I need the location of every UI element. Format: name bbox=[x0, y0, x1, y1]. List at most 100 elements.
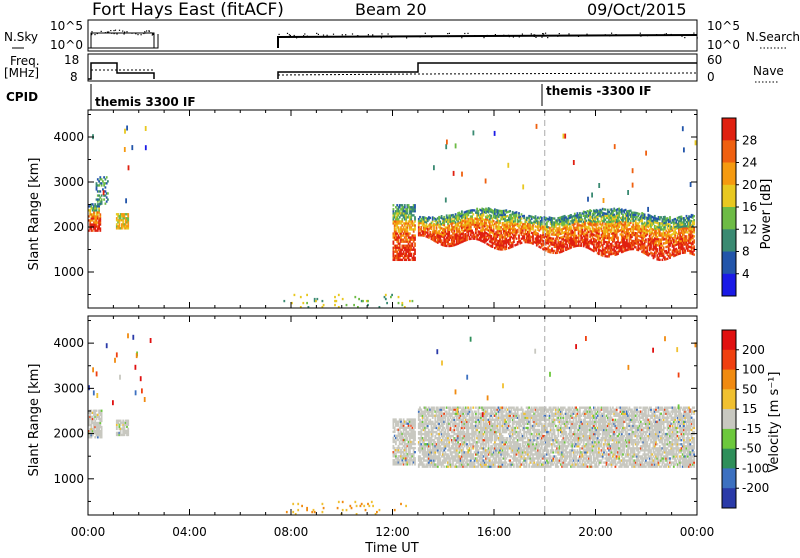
data-cell bbox=[434, 417, 436, 419]
nsky-point bbox=[115, 30, 116, 31]
data-cell bbox=[403, 226, 405, 228]
nsky-point bbox=[531, 33, 532, 34]
data-cell bbox=[401, 302, 403, 304]
nsky-point bbox=[666, 33, 667, 34]
data-cell bbox=[590, 210, 592, 212]
data-cell bbox=[124, 426, 126, 428]
data-cell bbox=[472, 232, 474, 234]
data-cell bbox=[447, 453, 449, 455]
nsky-point bbox=[578, 36, 579, 37]
data-cell bbox=[443, 449, 445, 451]
data-cell bbox=[664, 226, 666, 228]
data-cell bbox=[399, 210, 401, 212]
data-cell bbox=[358, 298, 360, 300]
nsky-point bbox=[323, 35, 324, 36]
data-cell bbox=[521, 217, 523, 219]
data-cell bbox=[120, 420, 122, 422]
nsky-point bbox=[640, 36, 641, 37]
nsky-point bbox=[545, 33, 546, 34]
data-cell bbox=[96, 209, 98, 211]
data-cell bbox=[492, 246, 494, 248]
y-tick-label: 1000 bbox=[53, 265, 84, 279]
data-cell bbox=[587, 234, 589, 236]
data-cell bbox=[587, 238, 589, 240]
data-cell bbox=[525, 223, 527, 225]
data-cell bbox=[410, 253, 412, 255]
data-cell bbox=[644, 244, 646, 246]
data-cell bbox=[578, 232, 580, 234]
data-cell bbox=[434, 451, 436, 453]
data-cell bbox=[532, 228, 534, 230]
data-cell bbox=[94, 436, 96, 438]
data-cell bbox=[446, 415, 448, 417]
data-cell bbox=[443, 407, 445, 409]
data-cell bbox=[400, 222, 402, 224]
data-cell bbox=[398, 423, 400, 425]
nsky-point bbox=[609, 35, 610, 36]
data-cell bbox=[394, 439, 396, 441]
data-cell bbox=[578, 236, 580, 238]
data-cell bbox=[598, 231, 600, 233]
data-cell bbox=[602, 246, 604, 248]
data-cell bbox=[490, 235, 492, 237]
data-cell bbox=[403, 425, 405, 427]
data-cell bbox=[446, 459, 448, 461]
data-cell bbox=[116, 428, 118, 430]
data-cell bbox=[551, 248, 553, 250]
data-cell bbox=[127, 430, 129, 432]
data-cell bbox=[101, 420, 103, 422]
data-cell bbox=[302, 302, 304, 304]
data-cell bbox=[410, 226, 412, 228]
data-cell bbox=[644, 214, 646, 216]
data-cell bbox=[334, 304, 336, 306]
data-cell bbox=[96, 186, 98, 188]
data-cell bbox=[493, 230, 495, 232]
data-cell bbox=[429, 447, 431, 449]
data-cell bbox=[346, 304, 348, 306]
y-tick-label: 4000 bbox=[53, 130, 84, 144]
nsky-point bbox=[559, 33, 560, 34]
data-cell bbox=[695, 140, 697, 145]
data-cell bbox=[438, 415, 440, 417]
data-cell bbox=[528, 233, 530, 235]
data-cell bbox=[398, 226, 400, 228]
data-cell bbox=[393, 241, 395, 243]
data-cell bbox=[516, 233, 518, 235]
data-cell bbox=[429, 231, 431, 233]
nsky-point bbox=[122, 31, 123, 32]
data-cell bbox=[448, 231, 450, 233]
data-cell bbox=[404, 206, 406, 208]
data-cell bbox=[101, 412, 103, 414]
data-cell bbox=[394, 451, 396, 453]
data-cell bbox=[578, 243, 580, 245]
data-cell bbox=[399, 245, 401, 247]
data-cell bbox=[116, 426, 118, 428]
nsky-point bbox=[467, 33, 468, 34]
data-cell bbox=[410, 212, 412, 214]
data-cell bbox=[445, 431, 447, 433]
data-cell bbox=[493, 228, 495, 230]
data-cell bbox=[432, 220, 434, 222]
data-cell bbox=[660, 247, 662, 249]
nsky-tick-hi: 10^5 bbox=[50, 19, 83, 33]
data-cell bbox=[578, 228, 580, 230]
data-cell bbox=[516, 211, 518, 213]
data-cell bbox=[98, 198, 100, 200]
data-cell bbox=[555, 240, 557, 242]
data-cell bbox=[618, 226, 620, 228]
data-cell bbox=[438, 429, 440, 431]
data-cell bbox=[663, 253, 665, 255]
data-cell bbox=[439, 451, 441, 453]
data-cell bbox=[410, 255, 412, 257]
nsky-point bbox=[126, 31, 127, 32]
data-cell bbox=[99, 227, 101, 229]
data-cell bbox=[656, 248, 658, 250]
nsky-point bbox=[327, 35, 328, 36]
nsky-point bbox=[461, 37, 462, 38]
data-cell bbox=[125, 223, 127, 225]
data-cell bbox=[518, 212, 520, 214]
data-cell bbox=[442, 419, 444, 421]
data-cell bbox=[408, 455, 410, 457]
nsky-point bbox=[358, 35, 359, 36]
data-cell bbox=[393, 243, 395, 245]
